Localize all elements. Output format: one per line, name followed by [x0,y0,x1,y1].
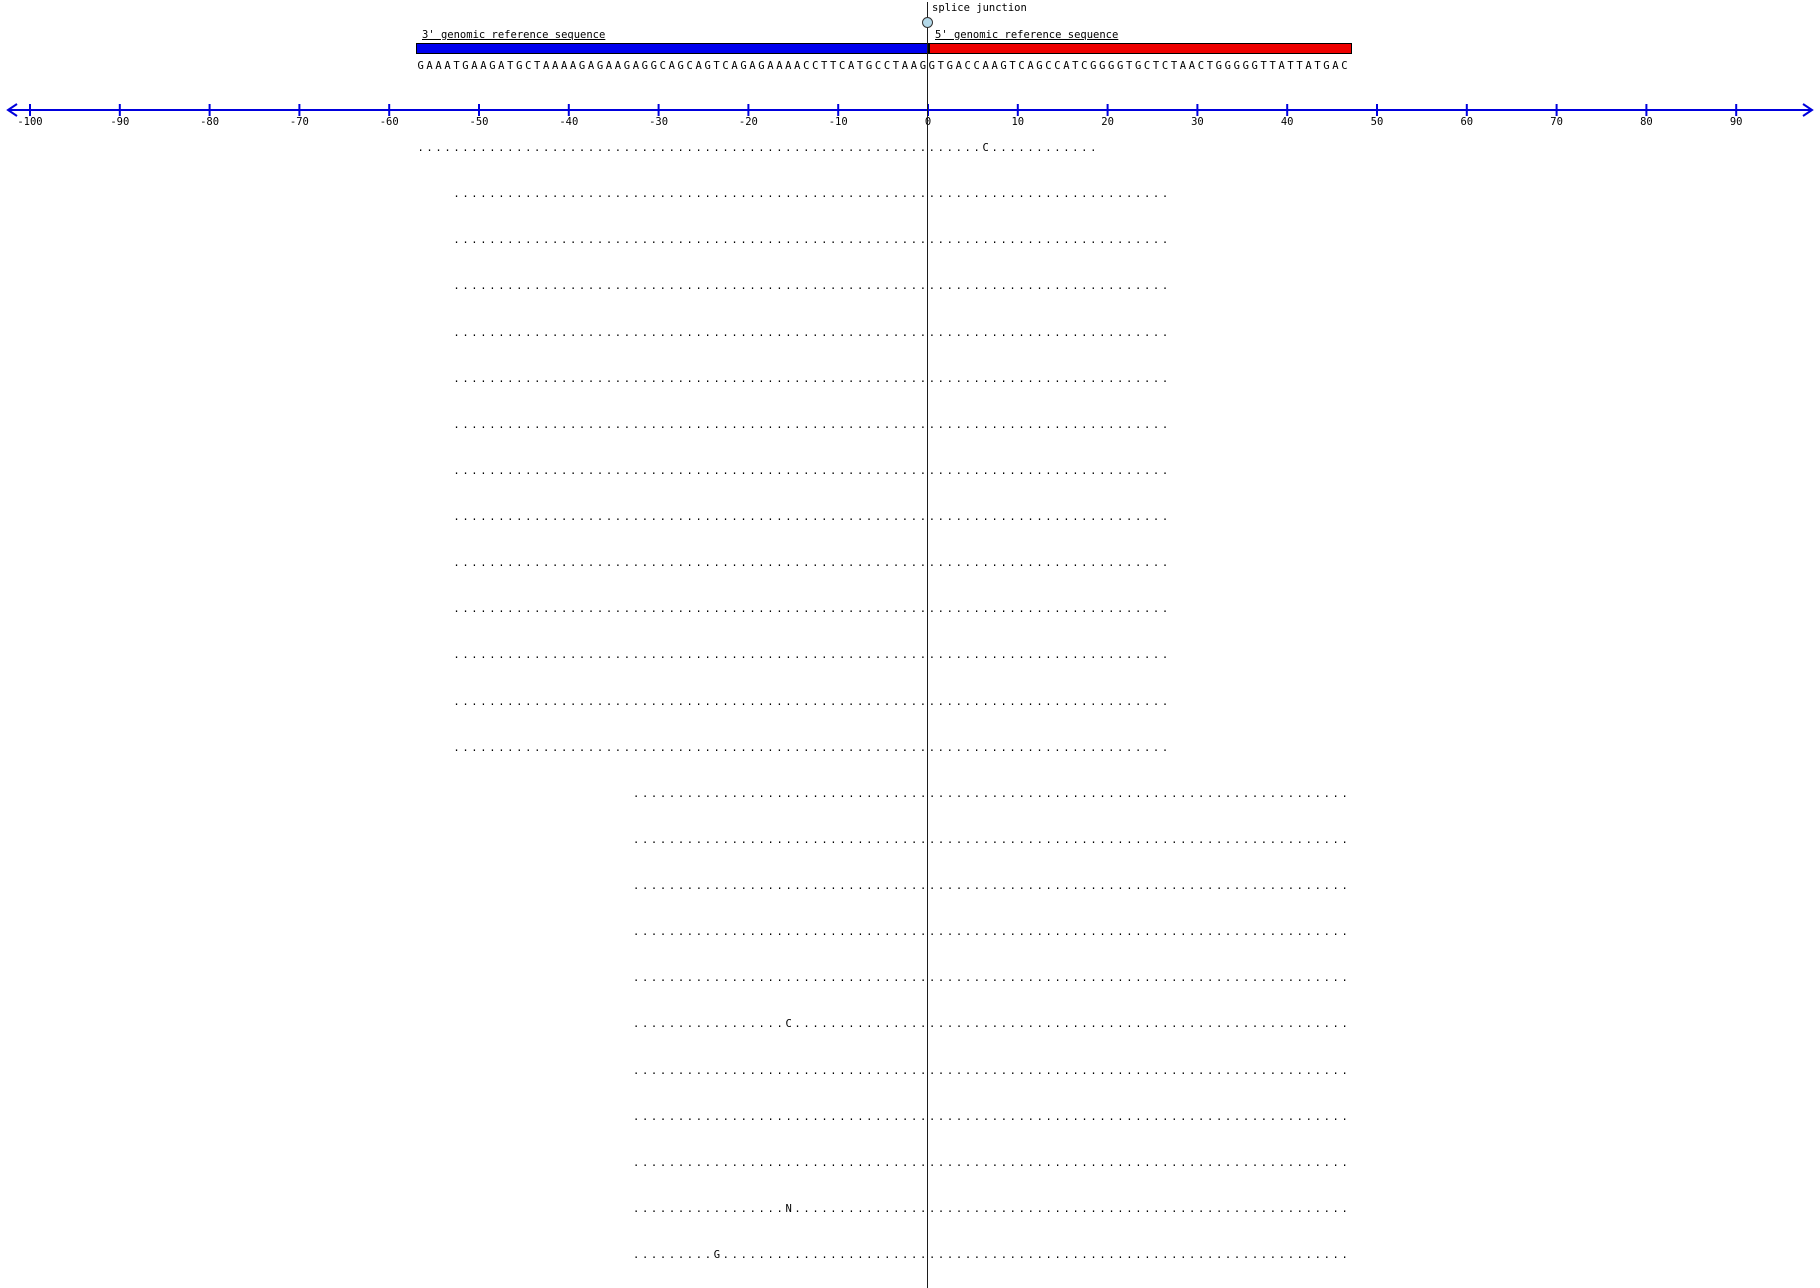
read-row[interactable]: .........G..............................… [632,1249,1348,1261]
read-row[interactable]: ........................................… [453,695,1169,708]
read-row[interactable]: ........................................… [453,326,1169,339]
axis-tick-label: -90 [110,116,130,128]
axis-tick-label: 80 [1640,116,1653,128]
read-row[interactable]: ........................................… [632,1064,1348,1077]
read-row[interactable]: ........................................… [453,603,1169,616]
read-row[interactable]: ........................................… [453,188,1169,201]
read-row[interactable]: ........................................… [632,787,1348,800]
splice-junction-label: splice junction [932,2,1027,14]
read-row[interactable]: ........................................… [632,880,1348,892]
read-row[interactable]: ........................................… [632,1110,1348,1123]
read-row[interactable]: ........................................… [453,464,1169,477]
read-row[interactable]: .................N......................… [632,1202,1348,1215]
splice-junction-marker-icon[interactable] [922,17,933,28]
read-row[interactable]: ........................................… [417,142,1097,154]
axis-tick-label: 0 [898,116,958,128]
read-row[interactable]: ........................................… [453,280,1169,293]
axis-tick-label: -20 [738,116,758,128]
read-row[interactable]: ........................................… [453,372,1169,385]
axis-tick-label: -10 [828,116,848,128]
axis-tick-label: 40 [1280,116,1294,128]
axis-tick-label: -50 [469,116,489,128]
read-row[interactable]: ........................................… [632,926,1348,939]
read-row[interactable]: ........................................… [632,1156,1348,1169]
ref-3prime-label: 3' genomic reference sequence [422,29,606,41]
axis-tick-label: -60 [379,116,399,128]
axis-tick-label: 30 [1191,116,1204,128]
axis-tick-label: -30 [649,116,669,128]
read-row[interactable]: ........................................… [453,511,1169,523]
axis-tick-label: 50 [1370,116,1384,128]
read-row[interactable]: ........................................… [453,418,1169,431]
axis-tick-label: -70 [289,116,309,128]
axis-tick-label: 70 [1550,116,1563,128]
axis-tick-label: 10 [1011,116,1025,128]
read-row[interactable]: .................C......................… [632,1018,1348,1031]
ref-5prime-label: 5' genomic reference sequence [935,29,1119,41]
axis-tick-label: -100 [17,116,43,128]
axis-tick-label: -40 [559,116,579,128]
read-row[interactable]: ........................................… [453,649,1169,662]
read-row[interactable]: ........................................… [632,972,1348,985]
ref-5prime-bar [929,43,1352,54]
splice-junction-line [927,2,928,1288]
axis-tick-label: -80 [200,116,220,128]
read-row[interactable]: ........................................… [632,833,1348,846]
position-axis [6,103,1814,117]
ref-3prime-bar [416,43,929,54]
axis-tick-label: 20 [1101,116,1114,128]
read-row[interactable]: ........................................… [453,234,1169,247]
axis-tick-label: 90 [1729,116,1743,128]
read-row[interactable]: ........................................… [453,557,1169,570]
read-row[interactable]: ........................................… [453,741,1169,754]
axis-tick-label: 60 [1460,116,1474,128]
